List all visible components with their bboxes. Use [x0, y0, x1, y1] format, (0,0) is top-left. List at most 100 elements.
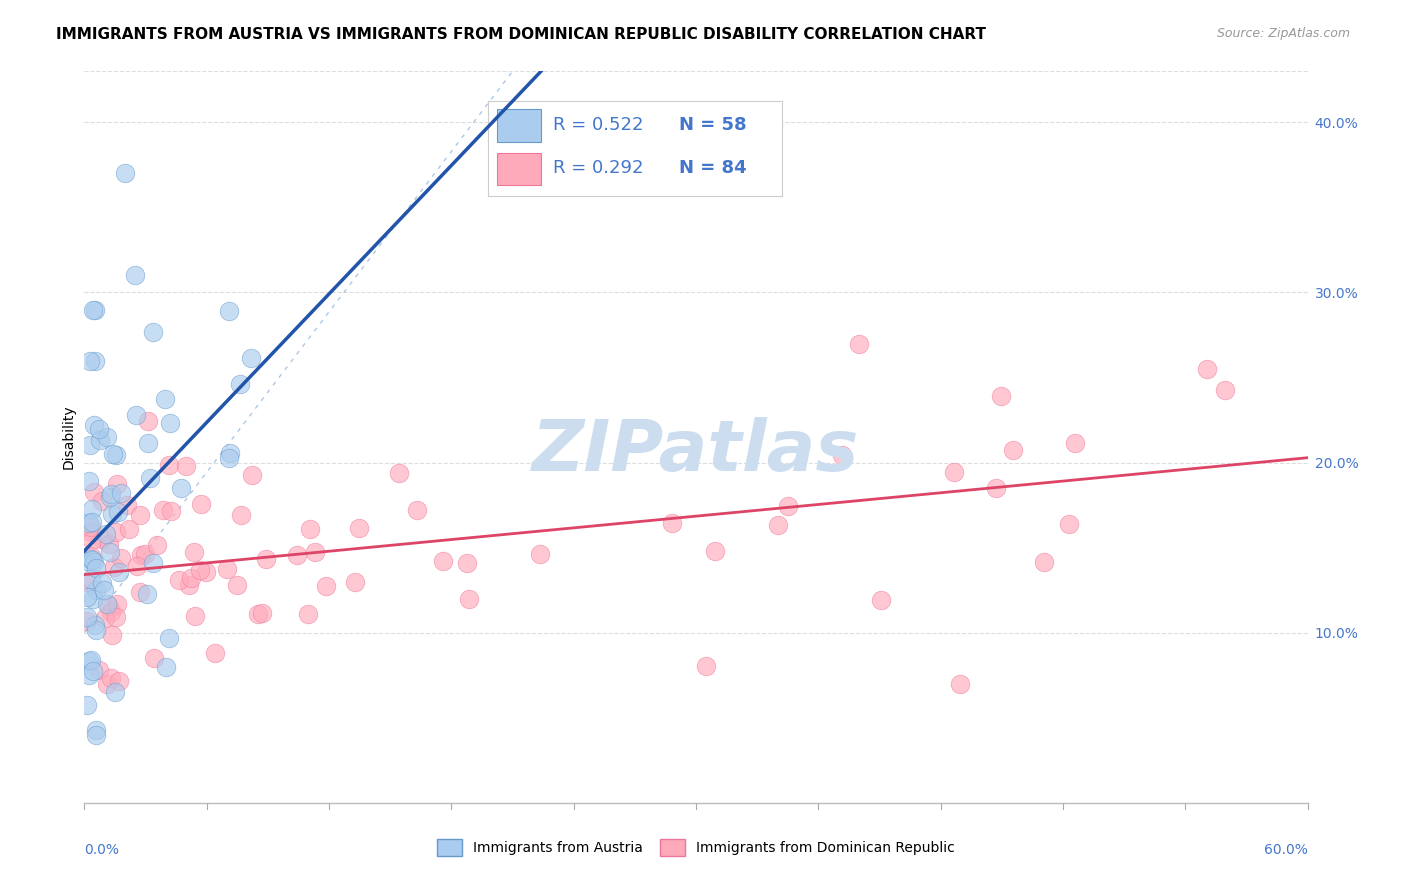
Point: [297, 607, 319, 622]
Point: [80, 549, 103, 563]
Point: [159, 417, 181, 431]
Point: [103, 560, 125, 574]
Point: [96, 430, 118, 444]
Point: [285, 548, 308, 562]
Point: [218, 446, 240, 460]
Point: [304, 545, 326, 559]
Point: [76, 575, 98, 590]
Point: [1195, 362, 1218, 376]
Point: [942, 465, 965, 479]
Point: [129, 585, 152, 599]
Point: [215, 562, 238, 576]
Point: [157, 458, 180, 472]
Point: [155, 659, 177, 673]
Point: [98, 490, 121, 504]
Point: [778, 499, 800, 513]
Point: [87, 421, 110, 435]
Text: Source: ZipAtlas.com: Source: ZipAtlas.com: [1216, 27, 1350, 40]
Point: [100, 671, 122, 685]
Point: [135, 587, 157, 601]
Point: [180, 571, 202, 585]
Point: [174, 458, 197, 473]
Point: [125, 409, 148, 423]
Point: [247, 607, 270, 622]
Point: [695, 659, 717, 673]
Point: [134, 547, 156, 561]
Point: [98, 599, 121, 613]
Point: [848, 336, 870, 351]
Point: [136, 436, 159, 450]
Point: [349, 521, 371, 535]
Point: [1032, 555, 1054, 569]
Point: [188, 563, 211, 577]
Point: [129, 548, 152, 562]
Point: [195, 565, 218, 579]
Point: [218, 451, 240, 466]
Point: [94, 611, 117, 625]
Legend: Immigrants from Austria, Immigrants from Dominican Republic: Immigrants from Austria, Immigrants from…: [432, 834, 960, 862]
Point: [139, 471, 162, 485]
Point: [457, 592, 479, 607]
Point: [204, 646, 226, 660]
Point: [118, 522, 141, 536]
Text: ZIPatlas: ZIPatlas: [533, 417, 859, 486]
Point: [82, 591, 104, 606]
Point: [157, 631, 180, 645]
Point: [76, 590, 98, 604]
Point: [96, 597, 118, 611]
Point: [136, 414, 159, 428]
Point: [117, 498, 139, 512]
Point: [768, 518, 790, 533]
Point: [661, 516, 683, 531]
Point: [990, 389, 1012, 403]
Point: [388, 466, 411, 480]
Point: [80, 533, 103, 547]
Point: [242, 467, 264, 482]
Point: [96, 677, 118, 691]
Point: [128, 508, 150, 522]
Point: [86, 583, 108, 598]
Point: [218, 303, 240, 318]
Point: [124, 268, 146, 283]
Point: [76, 554, 98, 568]
Point: [80, 520, 103, 534]
Point: [143, 651, 166, 665]
Point: [254, 551, 277, 566]
Point: [1057, 516, 1080, 531]
Point: [127, 559, 149, 574]
Point: [84, 623, 107, 637]
Text: IMMIGRANTS FROM AUSTRIA VS IMMIGRANTS FROM DOMINICAN REPUBLIC DISABILITY CORRELA: IMMIGRANTS FROM AUSTRIA VS IMMIGRANTS FR…: [56, 27, 986, 42]
Point: [93, 583, 115, 598]
Point: [167, 573, 190, 587]
Point: [432, 554, 454, 568]
Point: [100, 487, 122, 501]
Point: [101, 628, 124, 642]
Point: [79, 353, 101, 368]
Point: [703, 544, 725, 558]
Point: [107, 505, 129, 519]
Point: [87, 663, 110, 677]
Point: [169, 482, 191, 496]
Point: [98, 545, 121, 559]
Point: [91, 494, 114, 508]
Point: [869, 593, 891, 607]
Point: [108, 674, 131, 689]
Point: [84, 561, 107, 575]
Point: [190, 497, 212, 511]
Point: [1001, 442, 1024, 457]
Point: [83, 353, 105, 368]
Point: [80, 552, 103, 566]
Point: [79, 438, 101, 452]
Point: [183, 545, 205, 559]
Point: [80, 515, 103, 529]
Point: [984, 481, 1007, 495]
Point: [83, 485, 105, 500]
Point: [250, 606, 273, 620]
Point: [184, 609, 207, 624]
Point: [1063, 435, 1085, 450]
Point: [83, 302, 105, 317]
Point: [142, 325, 165, 339]
Point: [80, 502, 103, 516]
Point: [104, 448, 127, 462]
Point: [177, 578, 200, 592]
